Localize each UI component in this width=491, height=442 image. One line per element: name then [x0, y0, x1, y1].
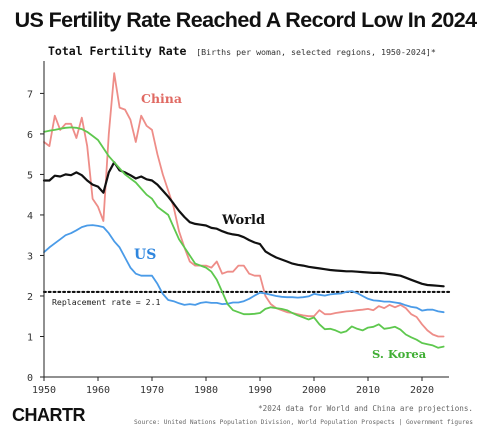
brand-text: CHARTR: [12, 405, 86, 425]
subtitle-meta: [Births per woman, selected regions, 195…: [196, 47, 436, 57]
source-note: Source: United Nations Population Divisi…: [134, 419, 473, 426]
y-tick-label: 6: [27, 130, 33, 141]
x-tick-label: 2000: [302, 385, 326, 396]
series-label-s-korea: S. Korea: [372, 347, 427, 361]
series-line-china: [43, 72, 445, 338]
y-tick-label: 3: [27, 251, 33, 262]
x-tick-label: 1970: [140, 385, 164, 396]
series-label-china: China: [141, 91, 182, 106]
x-tick-label: 1960: [86, 385, 110, 396]
chart-title: US Fertility Rate Reached A Record Low I…: [14, 8, 477, 32]
y-tick-label: 2: [27, 292, 33, 303]
y-tick-label: 5: [27, 170, 33, 181]
series-line-us: [43, 224, 445, 314]
x-tick-label: 1990: [248, 385, 272, 396]
y-tick-label: 4: [27, 211, 33, 222]
series-line-s-korea: [43, 126, 445, 349]
chart-subtitle: Total Fertility Rate [Births per woman, …: [48, 40, 436, 59]
y-tick-label: 7: [27, 89, 33, 100]
y-tick-label: 1: [27, 332, 33, 343]
footnote: *2024 data for World and China are proje…: [258, 404, 473, 413]
series-line-world: [42, 161, 445, 288]
series-label-world: World: [221, 213, 265, 228]
x-tick-label: 2010: [356, 385, 380, 396]
subtitle-main: Total Fertility Rate: [48, 44, 187, 58]
brand-logo: CHARTR: [12, 405, 86, 426]
series-label-us: US: [134, 247, 156, 263]
replacement-rate-label: Replacement rate = 2.1: [52, 297, 161, 307]
x-tick-label: 2020: [410, 385, 434, 396]
y-tick-label: 0: [27, 373, 33, 384]
x-tick-label: 1950: [32, 385, 56, 396]
x-tick-label: 1980: [194, 385, 218, 396]
